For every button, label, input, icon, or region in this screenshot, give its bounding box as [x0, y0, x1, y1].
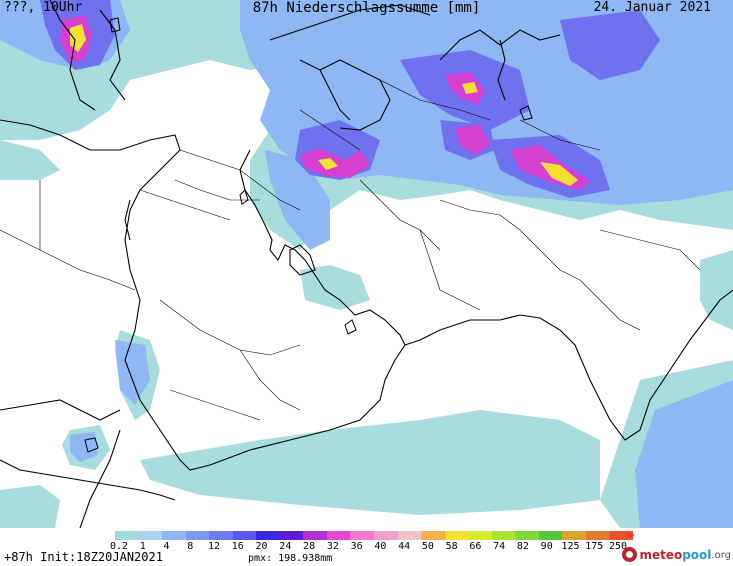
- legend-swatch: [468, 531, 492, 540]
- legend-label: 36: [350, 541, 363, 552]
- brand-part-meteo: meteo: [639, 547, 683, 562]
- legend-label: 250: [608, 541, 628, 552]
- legend-label: 74: [493, 541, 506, 552]
- forecast-date: 24. Januar 2021: [593, 0, 711, 15]
- legend-swatch: [515, 531, 539, 540]
- legend-swatch: [562, 531, 586, 540]
- legend-label: 175: [585, 541, 604, 552]
- legend-label: 16: [231, 541, 244, 552]
- legend-label: 90: [540, 541, 553, 552]
- legend-swatch: [279, 531, 304, 540]
- legend-swatch: [232, 531, 257, 540]
- legend-swatch: [421, 531, 445, 540]
- country-borders: [0, 79, 701, 421]
- brand-part-pool: pool: [682, 547, 712, 562]
- legend-swatch: [538, 531, 563, 540]
- legend-label: 4: [163, 541, 170, 552]
- legend-label: 32: [326, 541, 339, 552]
- legend-label: 20: [255, 541, 268, 552]
- legend-color-bar: [115, 531, 634, 540]
- precipitation-map: [0, 0, 733, 528]
- legend-swatch: [162, 531, 186, 540]
- legend-swatch: [609, 531, 634, 540]
- legend-label: 28: [303, 541, 316, 552]
- legend-swatch: [444, 531, 469, 540]
- legend-label: 82: [516, 541, 529, 552]
- legend-swatch: [138, 531, 163, 540]
- legend-swatch: [185, 531, 210, 540]
- legend-label: 24: [279, 541, 292, 552]
- legend-label: 8: [187, 541, 194, 552]
- legend-swatch: [209, 531, 233, 540]
- legend-swatch: [491, 531, 516, 540]
- precip-peak-area: [70, 24, 578, 186]
- legend-label: 0.2: [109, 541, 129, 552]
- coastlines: [0, 0, 733, 528]
- legend-swatch: [350, 531, 375, 540]
- legend-label: 40: [374, 541, 387, 552]
- legend-label: 50: [421, 541, 434, 552]
- legend-swatch: [115, 531, 139, 540]
- legend-label: 66: [469, 541, 482, 552]
- meteopool-logo-icon: [622, 547, 638, 562]
- legend-max-arrow: [627, 531, 635, 539]
- header-run-label: ???, 10Uhr: [4, 0, 83, 15]
- legend-label: 125: [561, 541, 580, 552]
- precip-max: pmx: 198.938mm: [248, 553, 333, 564]
- init-time: +87h Init:18Z20JAN2021: [4, 550, 163, 564]
- legend-labels: 0.2 1 4 8 12 16 20 24 28 32 36 40 44 50 58 66 74 82 90 125 1…: [109, 541, 639, 553]
- legend-label: 58: [445, 541, 458, 552]
- legend-swatch: [585, 531, 610, 540]
- legend-swatch: [374, 531, 398, 540]
- brand-logo[interactable]: meteo pool .org: [622, 547, 731, 562]
- legend-swatch: [256, 531, 280, 540]
- legend-label: 1: [139, 541, 146, 552]
- brand-part-org: .org: [711, 550, 731, 561]
- map-title: 87h Niederschlagssumme [mm]: [252, 0, 481, 16]
- legend-label: 44: [398, 541, 411, 552]
- legend-swatch: [326, 531, 351, 540]
- legend-swatch: [397, 531, 422, 540]
- lakes-and-islands: [84, 17, 533, 453]
- legend-swatch: [303, 531, 327, 540]
- legend-label: 12: [208, 541, 221, 552]
